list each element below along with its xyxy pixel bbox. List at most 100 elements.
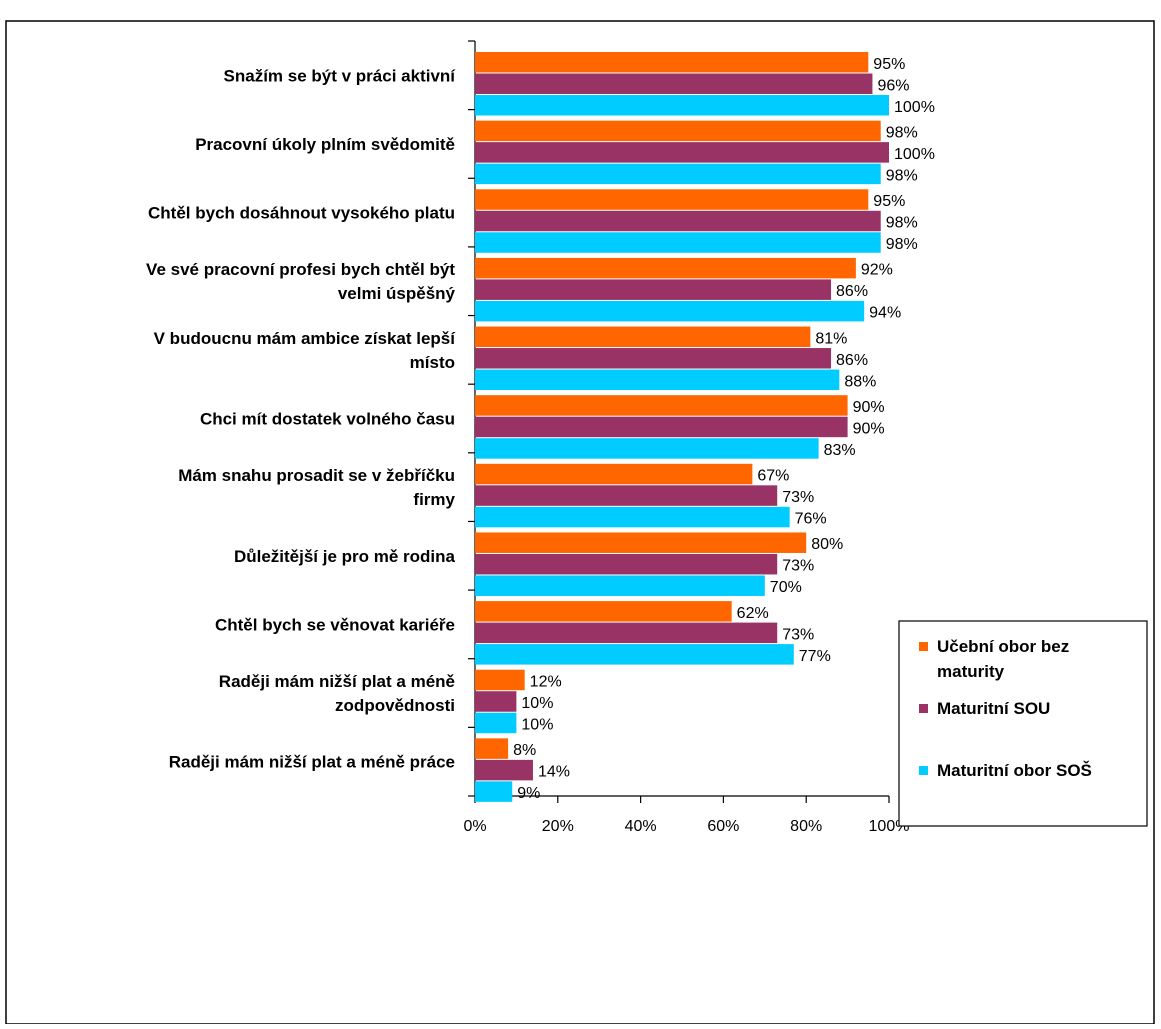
bar — [475, 485, 778, 506]
bar-value-label: 12% — [530, 673, 562, 690]
category-label: Chci mít dostatek volného času — [200, 410, 455, 429]
bar-value-label: 14% — [538, 764, 570, 781]
bar-value-label: 90% — [853, 399, 885, 416]
bar-value-label: 76% — [795, 511, 827, 528]
legend-swatch — [919, 766, 928, 775]
value-labels: 95% 98% 95% 92% 81% 90% 67% 80% 62% 12% 8% 96% 100% 9… — [513, 56, 935, 802]
bar — [475, 120, 881, 142]
x-tick-label: 80% — [790, 818, 822, 835]
bar-value-label: 92% — [861, 262, 893, 279]
bar — [475, 369, 840, 391]
bar-value-label: 90% — [853, 420, 885, 437]
bar-value-label: 9% — [517, 785, 540, 802]
bar — [475, 348, 832, 369]
bar-value-label: 100% — [894, 99, 935, 116]
bar — [475, 738, 509, 759]
bar-value-label: 94% — [869, 305, 901, 322]
bar-value-label: 98% — [886, 167, 918, 184]
legend-swatch — [919, 704, 928, 713]
bar — [475, 257, 856, 279]
bar — [475, 532, 807, 553]
bar-value-label: 70% — [770, 579, 802, 596]
bar — [475, 553, 778, 575]
bar-value-label: 98% — [886, 236, 918, 253]
bar — [475, 395, 848, 416]
bar-value-label: 67% — [757, 468, 789, 485]
bar — [475, 438, 819, 459]
legend: Učební obor bez maturity Maturitní SOU Matu… — [898, 620, 1148, 827]
category-label: velmi úspěšný — [338, 284, 456, 303]
bar-value-label: 73% — [782, 558, 814, 575]
bar — [475, 326, 811, 348]
bar-value-label: 96% — [877, 77, 909, 94]
category-label: Důležitější je pro mě rodina — [234, 547, 456, 566]
category-label: Pracovní úkoly plním svědomitě — [195, 135, 455, 154]
bar-value-label: 10% — [521, 716, 553, 733]
bar — [475, 210, 881, 232]
x-tick-label: 0% — [463, 818, 486, 835]
bar — [475, 575, 765, 596]
bar-value-label: 80% — [811, 536, 843, 553]
category-label: místo — [410, 353, 455, 372]
bar — [475, 95, 889, 116]
bar-value-label: 95% — [873, 193, 905, 210]
bar-value-label: 73% — [782, 489, 814, 506]
bar-value-label: 88% — [844, 373, 876, 390]
bar — [475, 506, 790, 528]
bar — [475, 189, 869, 210]
x-tick-label: 40% — [625, 818, 657, 835]
category-label: firmy — [413, 490, 455, 509]
bar-value-label: 95% — [873, 56, 905, 73]
category-label: Ve své pracovní profesi bych chtěl být — [146, 260, 455, 279]
legend-label: maturity — [937, 662, 1005, 681]
bar-value-label: 81% — [815, 330, 847, 347]
bar — [475, 300, 865, 322]
bar — [475, 691, 517, 712]
bar-value-label: 73% — [782, 626, 814, 643]
category-label: Chtěl bych se věnovat kariéře — [215, 615, 455, 634]
bar-value-label: 86% — [836, 352, 868, 369]
category-label: zodpovědnosti — [335, 696, 455, 715]
x-tick-label: 60% — [707, 818, 739, 835]
bar — [475, 463, 753, 485]
bar-value-label: 98% — [886, 215, 918, 232]
legend-label: Učební obor bez — [937, 637, 1069, 656]
category-label: Raději mám nižší plat a méně — [219, 672, 455, 691]
category-label: Chtěl bych dosáhnout vysokého platu — [148, 204, 455, 223]
bar — [475, 142, 889, 163]
category-label: V budoucnu mám ambice získat lepší — [154, 329, 457, 348]
legend-label: Maturitní SOU — [937, 699, 1050, 718]
category-labels: Snažím se být v práci aktivní Pracovní úk… — [146, 66, 456, 771]
bar-value-label: 10% — [521, 695, 553, 712]
legend-box — [898, 620, 1148, 827]
bar-value-label: 8% — [513, 742, 536, 759]
category-label: Raději mám nižší plat a méně práce — [169, 753, 455, 772]
bar-value-label: 86% — [836, 283, 868, 300]
bar — [475, 73, 873, 94]
bar — [475, 759, 533, 781]
bar — [475, 163, 881, 185]
bar — [475, 416, 848, 438]
bar — [475, 712, 517, 734]
bar — [475, 669, 525, 691]
category-label: Mám snahu prosadit se v žebříčku — [178, 466, 455, 485]
x-tick-label: 20% — [542, 818, 574, 835]
bar — [475, 232, 881, 253]
bar — [475, 52, 869, 73]
bar-value-label: 100% — [894, 146, 935, 163]
legend-label: Maturitní obor SOŠ — [937, 761, 1092, 780]
bar-value-label: 83% — [824, 442, 856, 459]
bar — [475, 601, 732, 622]
bar-value-label: 98% — [886, 124, 918, 141]
bar-value-label: 62% — [737, 605, 769, 622]
bar — [475, 279, 832, 300]
legend-swatch — [919, 642, 928, 651]
bar — [475, 622, 778, 644]
bar — [475, 644, 794, 665]
bars — [475, 52, 889, 802]
bar — [475, 781, 513, 802]
category-label: Snažím se být v práci aktivní — [224, 66, 457, 85]
bar-value-label: 77% — [799, 648, 831, 665]
